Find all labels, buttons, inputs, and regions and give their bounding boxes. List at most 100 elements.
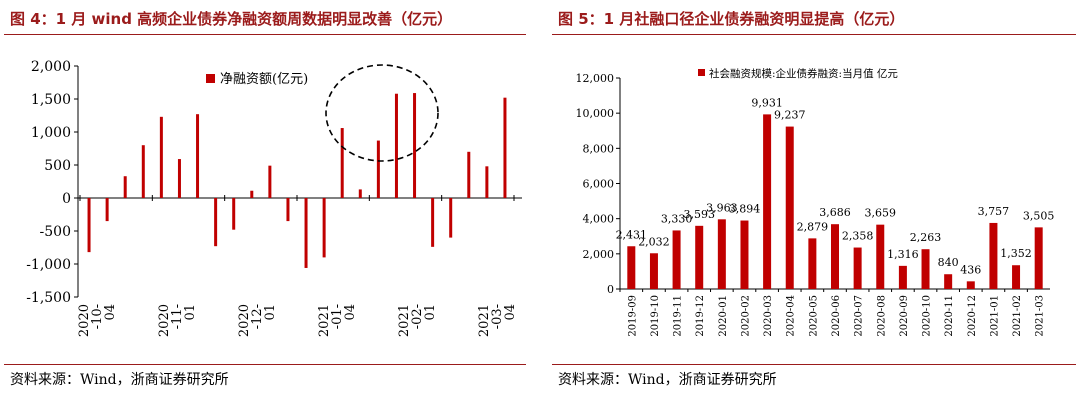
svg-text:-02-: -02-	[410, 304, 425, 329]
right-data-label: 3,963	[706, 201, 738, 214]
right-bar	[921, 249, 930, 289]
right-y-tick-label: 4,000	[583, 213, 615, 226]
right-y-tick-label: 12,000	[576, 72, 615, 85]
svg-text:2021: 2021	[317, 304, 332, 337]
left-y-tick-label: 2,000	[31, 59, 71, 75]
right-x-tick-label: 2020-03	[763, 295, 774, 337]
left-bar	[394, 93, 398, 198]
right-x-tick-label: 2021-02	[1012, 295, 1023, 337]
left-highlight-circle	[325, 64, 439, 162]
right-x-tick-label: 2019-12	[695, 295, 706, 337]
right-y-tick-label: 6,000	[583, 178, 615, 191]
left-x-tick-label: 2021-02-01	[397, 304, 438, 337]
left-bar	[340, 128, 344, 198]
left-chart-svg: -1,500-1,000-50005001,0001,5002,0002020-…	[26, 59, 522, 337]
right-bar	[966, 281, 975, 289]
left-bar	[232, 198, 236, 230]
right-x-tick-label: 2020-06	[831, 295, 842, 337]
right-x-tick-label: 2019-09	[627, 295, 638, 337]
right-legend-swatch	[698, 69, 705, 76]
right-source-rule	[552, 364, 1076, 365]
left-legend-swatch	[206, 74, 215, 83]
right-x-tick-label: 2020-08	[876, 295, 887, 337]
right-bar	[785, 126, 794, 289]
right-bar	[763, 114, 772, 289]
right-x-tick-label: 2019-10	[650, 295, 661, 337]
right-x-tick-label: 2020-12	[967, 295, 978, 337]
left-chart-title: 图 4：1 月 wind 高频企业债券净融资额周数据明显改善（亿元）	[10, 10, 453, 28]
left-legend-label: 净融资额(亿元)	[220, 72, 308, 87]
svg-text:04: 04	[343, 304, 358, 321]
right-chart-svg: 0 2,000 4,000 6,000 8,000 10,000 12,000 2,431 20…	[576, 67, 1055, 337]
svg-text:2020: 2020	[237, 304, 252, 337]
right-x-tick-label: 2020-02	[740, 295, 751, 337]
right-chart-title: 图 5：1 月社融口径企业债券融资明显提高（亿元）	[558, 10, 905, 28]
right-data-label: 3,593	[683, 208, 715, 221]
right-data-label: 3,686	[819, 206, 851, 219]
right-x-tick-label: 2020-01	[718, 295, 729, 337]
right-data-label: 3,894	[729, 203, 761, 216]
right-bar	[672, 230, 681, 289]
right-data-label: 2,358	[842, 230, 874, 243]
right-data-label: 9,931	[751, 96, 783, 109]
right-data-label: 2,879	[797, 220, 829, 233]
right-x-tick-label: 2019-11	[673, 295, 684, 337]
right-x-tick-label: 2020-04	[786, 295, 797, 337]
right-data-label: 2,032	[638, 235, 670, 248]
left-bar	[467, 151, 471, 198]
right-y-tick-label: 0	[607, 283, 614, 296]
left-bar	[159, 116, 163, 198]
right-data-label: 3,659	[865, 207, 897, 220]
svg-text:01: 01	[263, 304, 278, 321]
left-y-tick-label: 500	[44, 158, 71, 174]
left-y-tick-label: -1,000	[26, 257, 71, 273]
right-title-rule	[552, 34, 1076, 35]
left-x-tick-label: 2021-01-04	[317, 304, 358, 337]
left-bar	[485, 166, 489, 198]
svg-text:01: 01	[423, 304, 438, 321]
right-data-label: 3,505	[1023, 209, 1055, 222]
right-bar	[740, 220, 749, 289]
svg-text:2020: 2020	[157, 304, 172, 337]
right-data-label: 1,352	[1000, 247, 1032, 260]
left-bar	[105, 198, 109, 222]
left-bar	[286, 198, 290, 222]
right-x-tick-label: 2021-03	[1035, 295, 1046, 337]
right-data-label: 3,330	[661, 212, 693, 225]
right-x-tick-label: 2021-01	[989, 295, 1000, 337]
left-bar	[268, 165, 272, 198]
left-bar	[358, 189, 362, 198]
left-source-rule	[4, 364, 526, 365]
right-bar	[627, 246, 636, 289]
left-y-tick-label: -1,500	[26, 290, 71, 306]
svg-text:2021: 2021	[397, 304, 412, 337]
right-x-tick-label: 2020-09	[899, 295, 910, 337]
right-bar	[717, 219, 726, 289]
svg-text:-03-: -03-	[490, 304, 505, 329]
right-bar	[695, 225, 704, 289]
right-bar	[808, 238, 817, 289]
right-bar	[853, 247, 862, 289]
right-bar	[1034, 227, 1043, 289]
svg-text:04: 04	[503, 304, 518, 321]
left-bar	[503, 97, 507, 198]
left-bar	[141, 145, 145, 198]
right-bar	[649, 253, 658, 289]
right-x-tick-label: 2020-05	[808, 295, 819, 337]
left-bar	[177, 159, 181, 198]
left-bar	[322, 198, 326, 258]
left-bar	[413, 93, 417, 198]
svg-text:-12-: -12-	[250, 304, 265, 329]
right-data-label: 9,237	[774, 109, 806, 122]
svg-text:01: 01	[183, 304, 198, 321]
left-x-tick-label: 2020-12-01	[237, 304, 278, 337]
svg-text:04: 04	[103, 304, 118, 321]
svg-text:-10-: -10-	[90, 304, 105, 329]
right-chart-panel: 图 5：1 月社融口径企业债券融资明显提高（亿元） 0 2,000 4,000 6,0…	[548, 0, 1080, 400]
right-data-label: 840	[938, 256, 959, 269]
left-bar	[376, 140, 380, 198]
right-bar	[989, 222, 998, 289]
right-bar	[944, 274, 953, 289]
right-data-label: 2,263	[910, 231, 942, 244]
svg-text:2021: 2021	[477, 304, 492, 337]
